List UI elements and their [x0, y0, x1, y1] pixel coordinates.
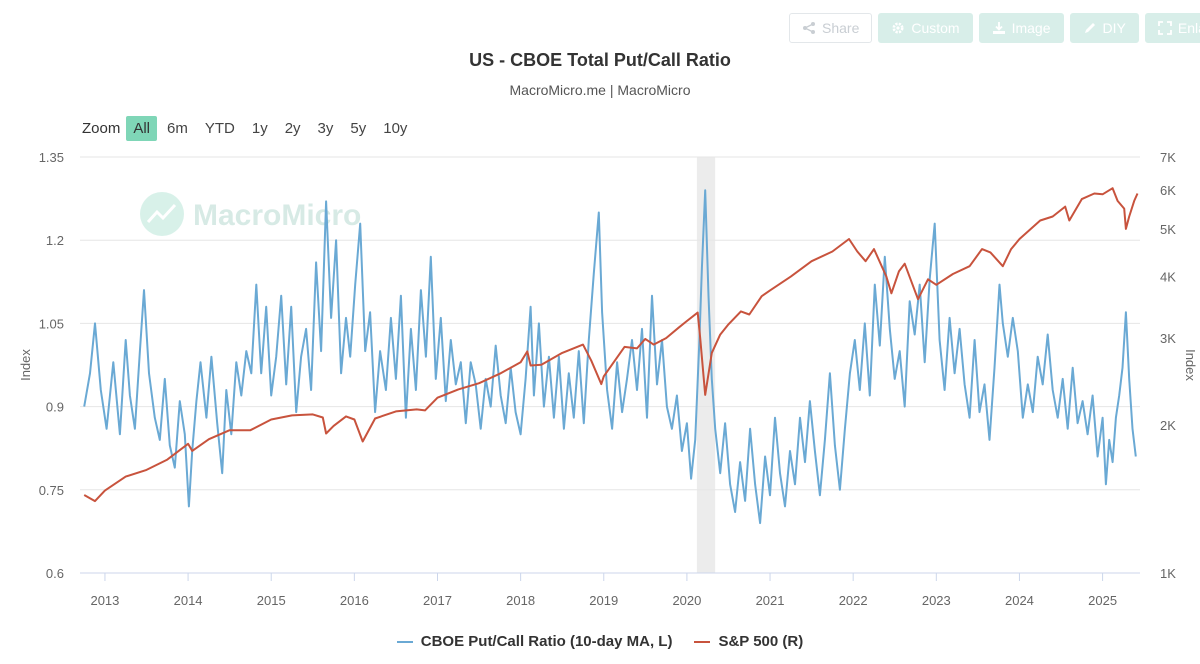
right-tick-label: 1K — [1160, 566, 1176, 581]
watermark-logo-icon — [140, 192, 184, 236]
zoom-2y-button[interactable]: 2y — [284, 120, 301, 137]
left-tick-label: 1.2 — [46, 233, 64, 248]
left-axis-title: Index — [18, 349, 33, 381]
x-tick-label: 2023 — [922, 593, 951, 608]
legend-swatch-sp500 — [694, 640, 711, 643]
x-tick-label: 2015 — [257, 593, 286, 608]
right-tick-label: 2K — [1160, 418, 1176, 433]
right-tick-label: 5K — [1160, 222, 1176, 237]
pencil-icon — [1083, 21, 1097, 35]
right-tick-label: 3K — [1160, 331, 1176, 346]
x-tick-label: 2019 — [589, 593, 618, 608]
left-tick-label: 0.75 — [39, 483, 64, 498]
zoom-5y-button[interactable]: 5y — [350, 120, 367, 137]
share-label: Share — [822, 20, 860, 36]
zoom-label: Zoom — [82, 120, 121, 137]
right-axis-title: Index — [1183, 349, 1198, 381]
zoom-all-button[interactable]: All — [126, 116, 158, 141]
zoom-3y-button[interactable]: 3y — [317, 120, 334, 137]
x-tick-label: 2014 — [174, 593, 203, 608]
left-tick-label: 0.9 — [46, 400, 64, 415]
x-tick-label: 2021 — [756, 593, 785, 608]
watermark-text: MacroMicro — [193, 199, 361, 232]
expand-icon — [1157, 21, 1172, 35]
chart-toolbar: Share Custom Image DIY Enlarg — [789, 13, 1200, 43]
zoom-1y-button[interactable]: 1y — [251, 120, 268, 137]
left-axis: 1.35 1.2 1.05 0.9 0.75 0.6 — [39, 150, 64, 581]
x-axis: 2013 2014 2015 2016 2017 2018 2019 2020 2021 2022… — [80, 572, 1140, 608]
zoom-10y-button[interactable]: 10y — [383, 120, 408, 137]
share-icon — [802, 21, 816, 35]
left-tick-label: 1.35 — [39, 150, 64, 165]
x-tick-label: 2017 — [423, 593, 452, 608]
left-tick-label: 1.05 — [39, 316, 64, 331]
custom-label: Custom — [911, 20, 960, 36]
legend-swatch-putcall — [396, 640, 413, 643]
diy-label: DIY — [1102, 20, 1126, 36]
gear-icon — [891, 21, 905, 35]
chart-title: US - CBOE Total Put/Call Ratio — [469, 50, 731, 70]
right-axis: 7K 6K 5K 4K 3K 2K 1K — [1160, 150, 1176, 581]
x-tick-label: 2013 — [90, 593, 119, 608]
zoom-ytd-button[interactable]: YTD — [204, 120, 235, 137]
x-tick-label: 2025 — [1088, 593, 1117, 608]
zoom-6m-button[interactable]: 6m — [167, 120, 188, 137]
x-tick-label: 2018 — [506, 593, 535, 608]
legend-item-putcall[interactable]: CBOE Put/Call Ratio (10-day MA, L) — [396, 633, 673, 650]
legend-item-sp500[interactable]: S&P 500 (R) — [694, 633, 803, 650]
enlarge-label: Enlarg — [1177, 20, 1200, 36]
enlarge-button[interactable]: Enlarg — [1144, 13, 1200, 43]
left-tick-label: 0.6 — [46, 566, 64, 581]
x-tick-label: 2022 — [839, 593, 868, 608]
custom-button[interactable]: Custom — [878, 13, 973, 43]
right-tick-label: 7K — [1160, 150, 1176, 165]
diy-button[interactable]: DIY — [1069, 13, 1139, 43]
share-button[interactable]: Share — [789, 13, 873, 43]
legend-label-putcall: CBOE Put/Call Ratio (10-day MA, L) — [420, 633, 673, 650]
watermark: MacroMicro — [140, 192, 361, 236]
x-tick-label: 2016 — [340, 593, 369, 608]
chart-subtitle: MacroMicro.me | MacroMicro — [509, 82, 691, 98]
legend-label-sp500: S&P 500 (R) — [718, 633, 804, 650]
x-tick-label: 2024 — [1005, 593, 1034, 608]
putcall-series-line[interactable] — [83, 189, 1137, 525]
sp500-series-line[interactable] — [83, 187, 1139, 503]
x-tick-label: 2020 — [672, 593, 701, 608]
right-tick-label: 4K — [1160, 270, 1176, 285]
chart-legend: CBOE Put/Call Ratio (10-day MA, L) S&P 5… — [0, 633, 1200, 650]
zoom-selector: Zoom All 6m YTD 1y 2y 3y 5y 10y — [82, 116, 417, 141]
right-tick-label: 6K — [1160, 183, 1176, 198]
image-button[interactable]: Image — [978, 13, 1064, 43]
download-icon — [992, 21, 1006, 35]
image-label: Image — [1011, 20, 1051, 36]
